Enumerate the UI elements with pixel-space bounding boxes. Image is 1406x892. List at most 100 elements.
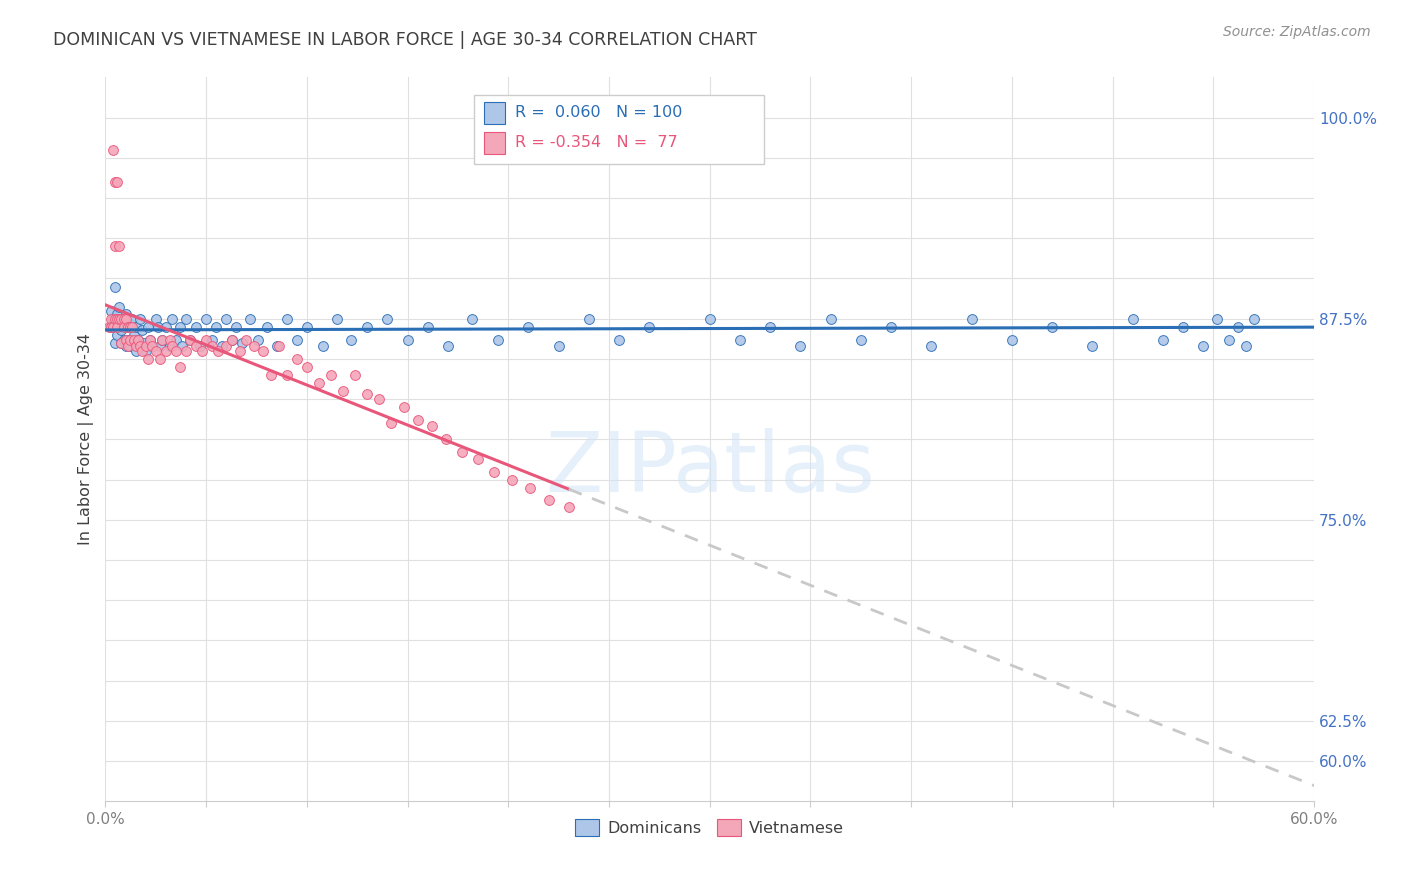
Point xyxy=(239,311,262,326)
Point xyxy=(108,311,131,326)
Point xyxy=(117,333,139,347)
Point xyxy=(118,319,141,334)
Point xyxy=(104,335,127,350)
Point xyxy=(108,311,131,326)
Point xyxy=(221,333,243,347)
Point xyxy=(155,343,177,358)
Point xyxy=(368,392,391,406)
Point xyxy=(159,339,181,353)
Point xyxy=(451,445,474,459)
Point xyxy=(699,311,721,326)
Point xyxy=(107,311,129,326)
Point xyxy=(1152,333,1174,347)
Point xyxy=(1192,339,1215,353)
Point xyxy=(849,333,872,347)
Point xyxy=(461,311,484,326)
Point xyxy=(295,359,318,374)
Point xyxy=(356,319,378,334)
Point xyxy=(356,387,378,401)
Point xyxy=(1081,339,1104,353)
Point xyxy=(117,319,139,334)
Point xyxy=(155,319,177,334)
Point xyxy=(128,339,150,353)
Point xyxy=(135,339,157,353)
Point xyxy=(188,339,211,353)
Point xyxy=(319,368,342,382)
Point xyxy=(138,333,160,347)
Point xyxy=(392,400,415,414)
Point xyxy=(295,319,318,334)
Point xyxy=(179,333,201,347)
Point xyxy=(501,473,523,487)
Point xyxy=(1226,319,1249,334)
Point xyxy=(145,311,167,326)
Point xyxy=(124,339,146,353)
Point xyxy=(100,319,122,334)
Point xyxy=(149,339,172,353)
Point xyxy=(578,311,600,326)
Text: DOMINICAN VS VIETNAMESE IN LABOR FORCE | AGE 30-34 CORRELATION CHART: DOMINICAN VS VIETNAMESE IN LABOR FORCE |… xyxy=(53,31,758,49)
Point xyxy=(519,481,541,495)
Point xyxy=(114,307,136,321)
Point xyxy=(107,319,129,334)
Point xyxy=(229,343,252,358)
Point xyxy=(149,351,172,366)
Point xyxy=(150,333,173,347)
Point xyxy=(112,311,135,326)
Point xyxy=(377,311,399,326)
Point xyxy=(211,339,233,353)
Point xyxy=(215,311,238,326)
Point xyxy=(104,311,127,326)
Point xyxy=(118,333,141,347)
Point xyxy=(122,327,145,342)
Point xyxy=(165,333,187,347)
Point xyxy=(434,433,457,447)
Point xyxy=(107,307,129,321)
Point xyxy=(122,333,145,347)
Point xyxy=(207,343,229,358)
Legend: Dominicans, Vietnamese: Dominicans, Vietnamese xyxy=(567,812,852,844)
Point xyxy=(117,339,139,353)
Text: R =  0.060   N = 100: R = 0.060 N = 100 xyxy=(515,104,682,120)
Point xyxy=(118,339,141,353)
Point xyxy=(145,343,167,358)
Point xyxy=(1218,333,1240,347)
Point xyxy=(136,319,159,334)
FancyBboxPatch shape xyxy=(484,132,506,154)
Point xyxy=(1243,311,1265,326)
Point xyxy=(110,311,132,326)
Point xyxy=(103,319,125,334)
Point xyxy=(195,333,218,347)
Point xyxy=(121,333,143,347)
Point xyxy=(150,333,173,347)
Point xyxy=(221,333,243,347)
Point xyxy=(169,319,191,334)
Point xyxy=(114,311,136,326)
Point xyxy=(820,311,842,326)
Text: Source: ZipAtlas.com: Source: ZipAtlas.com xyxy=(1223,25,1371,39)
Point xyxy=(135,343,157,358)
Point xyxy=(112,311,135,326)
Point xyxy=(252,343,274,358)
Point xyxy=(1234,339,1257,353)
Point xyxy=(1122,311,1144,326)
Point xyxy=(121,319,143,334)
Y-axis label: In Labor Force | Age 30-34: In Labor Force | Age 30-34 xyxy=(79,334,94,545)
Point xyxy=(231,335,253,350)
Point xyxy=(103,311,125,326)
Point xyxy=(191,343,214,358)
Point xyxy=(215,339,238,353)
Point xyxy=(1171,319,1194,334)
Point xyxy=(638,319,661,334)
Point xyxy=(174,311,197,326)
Point xyxy=(960,311,983,326)
Point xyxy=(132,335,155,350)
Point xyxy=(482,465,505,479)
Point xyxy=(138,333,160,347)
Point xyxy=(467,451,489,466)
Text: R = -0.354   N =  77: R = -0.354 N = 77 xyxy=(515,135,678,150)
Point xyxy=(100,303,122,318)
Point xyxy=(537,493,560,508)
Point xyxy=(128,311,150,326)
Point xyxy=(112,319,135,334)
